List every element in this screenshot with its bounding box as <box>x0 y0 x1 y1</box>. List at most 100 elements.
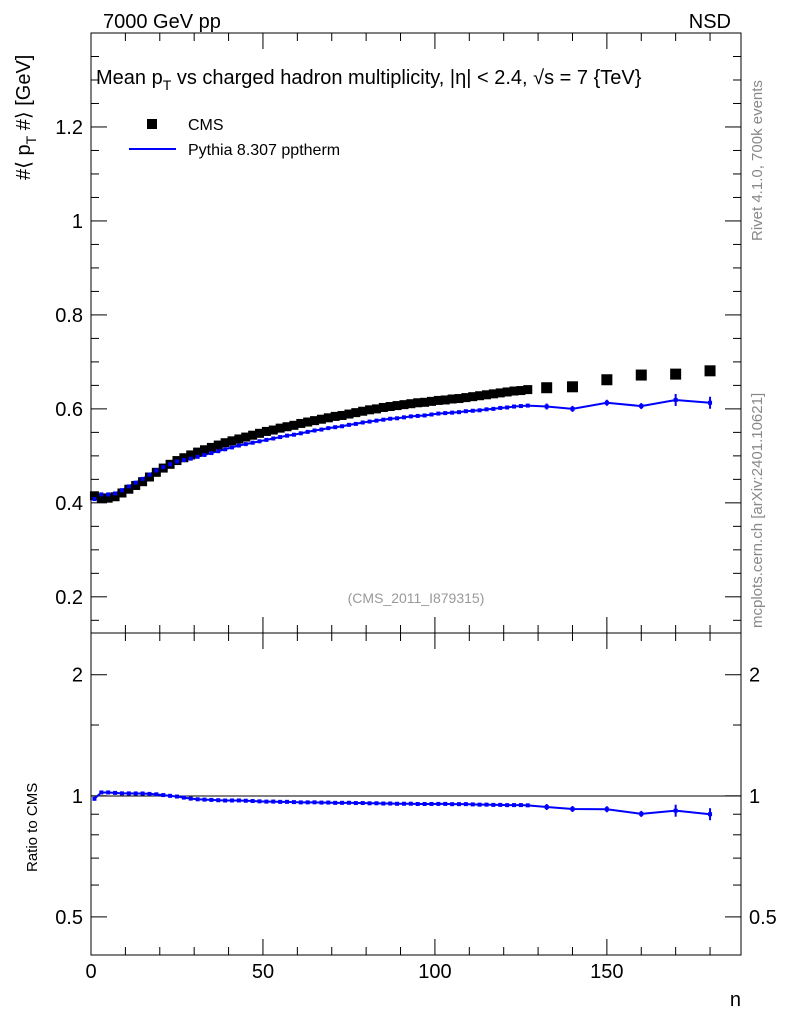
ratio-point <box>188 796 193 801</box>
ratio-point <box>154 792 159 797</box>
cms-point <box>179 453 189 463</box>
pythia-point <box>367 419 372 424</box>
y-tick-label: 1 <box>72 211 83 233</box>
cms-point <box>523 385 533 395</box>
ratio-point <box>436 801 441 806</box>
pythia-point <box>360 420 365 425</box>
legend: CMS Pythia 8.307 pptherm <box>129 117 340 159</box>
ratio-point <box>395 801 400 806</box>
cms-point <box>440 395 450 405</box>
cms-point <box>670 368 682 380</box>
pythia-point <box>216 449 221 454</box>
y-axis-label: #⟨ pT #⟩ [GeV] <box>13 55 39 180</box>
cms-point <box>248 430 258 440</box>
pythia-point <box>456 410 461 415</box>
ratio-point <box>319 800 324 805</box>
cms-point <box>635 369 647 381</box>
pythia-point <box>106 492 111 497</box>
cms-point <box>406 399 416 409</box>
pythia-point <box>518 404 523 409</box>
ratio-point <box>498 802 503 807</box>
ratio-tick-label: 2 <box>72 665 83 687</box>
pythia-point <box>436 411 441 416</box>
pythia-point <box>505 405 510 410</box>
cms-point <box>268 425 278 435</box>
pythia-point <box>133 480 138 485</box>
y-tick-label: 0.4 <box>55 493 83 515</box>
cms-point <box>502 387 512 397</box>
pythia-point <box>498 405 503 410</box>
cms-point <box>447 394 457 404</box>
cms-point <box>454 394 464 404</box>
cms-point <box>385 402 395 412</box>
pythia-point <box>429 412 434 417</box>
ratio-point <box>264 799 269 804</box>
pythia-ratio-line <box>93 791 711 816</box>
ratio-tick-label: 1 <box>72 786 83 808</box>
pythia-point <box>491 406 496 411</box>
ratio-point <box>381 801 386 806</box>
pythia-point <box>99 492 104 497</box>
cms-point <box>461 393 471 403</box>
cms-point <box>193 447 203 457</box>
cms-point <box>344 409 354 419</box>
legend-cms-marker <box>147 119 157 129</box>
cms-point <box>261 426 271 436</box>
ratio-point <box>298 800 303 805</box>
cms-point <box>296 418 306 428</box>
ratio-point <box>230 798 235 803</box>
pythia-point <box>126 484 131 489</box>
cms-point <box>255 428 265 438</box>
cms-point <box>541 382 553 394</box>
ratio-point <box>463 802 468 807</box>
pythia-point <box>340 424 345 429</box>
ratio-point <box>422 801 427 806</box>
pythia-point <box>181 458 186 463</box>
ratio-point <box>388 801 393 806</box>
pythia-point <box>333 425 338 430</box>
y-tick-label: 0.6 <box>55 399 83 421</box>
pythia-point <box>395 416 400 421</box>
ratio-point <box>291 800 296 805</box>
pythia-point <box>202 452 207 457</box>
ratio-point <box>491 802 496 807</box>
ratio-point <box>401 801 406 806</box>
pythia-point <box>512 404 517 409</box>
ratio-tick-label: 0.5 <box>55 907 83 929</box>
pythia-point <box>463 409 468 414</box>
ratio-tick-label: 1 <box>749 786 760 808</box>
x-tick-label: 50 <box>252 961 274 983</box>
cms-point <box>89 491 99 501</box>
cms-point <box>420 397 430 407</box>
cms-point <box>566 381 578 393</box>
pythia-point <box>408 414 413 419</box>
pythia-point <box>236 443 241 448</box>
cms-point <box>488 389 498 399</box>
ratio-point <box>450 802 455 807</box>
cms-point <box>399 400 409 410</box>
ratio-point <box>195 797 200 802</box>
cms-point <box>227 436 237 446</box>
pythia-line <box>93 398 711 500</box>
ratio-point <box>333 800 338 805</box>
cms-point <box>358 406 368 416</box>
pythia-point <box>326 426 331 431</box>
ratio-point <box>326 800 331 805</box>
pythia-point <box>230 445 235 450</box>
ratio-point <box>243 798 248 803</box>
x-axis-label: n <box>730 989 741 1011</box>
pythia-point <box>161 465 166 470</box>
pythia-point <box>147 472 152 477</box>
ratio-point <box>223 798 228 803</box>
y-tick-label: 0.8 <box>55 305 83 327</box>
cms-point <box>103 493 113 503</box>
ratio-point <box>126 791 131 796</box>
cms-point <box>704 365 716 377</box>
ratio-y-label: Ratio to CMS <box>24 783 41 872</box>
ratio-point <box>374 801 379 806</box>
ratio-point <box>181 795 186 800</box>
pythia-point <box>346 422 351 427</box>
cms-point <box>275 423 285 433</box>
ratio-point <box>512 803 517 808</box>
cms-point <box>371 404 381 414</box>
